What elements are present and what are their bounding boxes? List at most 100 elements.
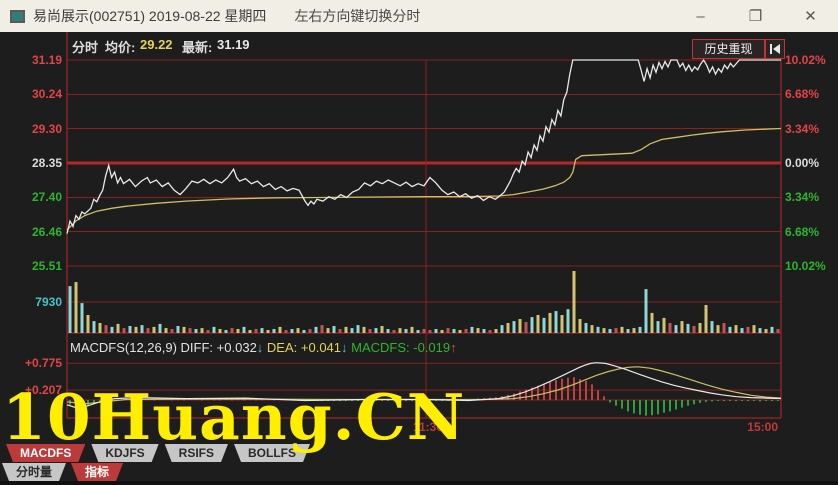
volume-bar: [422, 329, 426, 333]
macd-hist-bar: [621, 400, 623, 409]
volume-bar: [224, 330, 228, 333]
volume-bar: [236, 329, 240, 333]
volume-bar: [278, 326, 282, 333]
volume-bar: [554, 311, 558, 333]
tab-rsifs[interactable]: RSIFS: [165, 444, 228, 462]
macd-hist-bar: [507, 394, 509, 400]
macd-hist-bar: [753, 400, 755, 401]
volume-bar: [284, 330, 288, 333]
macd-arrow-icon: ↑: [450, 340, 457, 355]
volume-bar: [434, 329, 438, 333]
percent-axis-label: 10.02%: [785, 53, 826, 67]
percent-axis-label: 3.34%: [785, 190, 820, 205]
volume-bar: [428, 330, 432, 333]
tab-indicator-view[interactable]: 指标: [71, 463, 123, 481]
volume-bar: [722, 323, 726, 333]
macd-hist-bar: [597, 390, 599, 400]
volume-bar: [596, 326, 600, 333]
volume-bar: [440, 330, 444, 333]
bottom-strip: [0, 481, 838, 485]
volume-bar: [212, 326, 216, 333]
volume-bar: [332, 326, 336, 333]
macd-hist-bar: [381, 400, 383, 401]
macd-hist-bar: [201, 399, 203, 401]
macd-hist-bar: [585, 381, 587, 400]
volume-bar: [746, 326, 750, 333]
macd-hist-bar: [675, 400, 677, 410]
volume-axis-label: 7930: [35, 295, 62, 309]
volume-bar: [134, 326, 138, 333]
macd-hist-bar: [369, 400, 371, 401]
macd-hist-bar: [693, 400, 695, 405]
volume-bar: [320, 325, 324, 333]
macd-hist-bar: [699, 400, 701, 403]
volume-bar: [248, 330, 252, 333]
macd-label: MACDFS:: [351, 340, 410, 355]
chart-header: 分时 均价: 29.22 最新: 31.19 历史重现: [0, 32, 838, 59]
volume-bar: [122, 328, 126, 333]
volume-bar: [188, 328, 192, 333]
volume-bar: [770, 326, 774, 333]
macd-hist-bar: [411, 400, 413, 401]
volume-bar: [524, 322, 528, 333]
volume-bar: [530, 317, 534, 333]
volume-bar: [104, 325, 108, 333]
price-axis-label: 28.35: [31, 156, 62, 170]
volume-bar: [290, 329, 294, 333]
skip-to-start-icon: [770, 44, 780, 54]
volume-bar: [590, 325, 594, 333]
tab-bollfs[interactable]: BOLLFS: [234, 444, 310, 462]
macd-hist-bar: [513, 393, 515, 400]
macd-hist-bar: [591, 384, 593, 400]
price-axis-label: 26.46: [31, 224, 62, 239]
macd-hist-bar: [171, 399, 173, 401]
volume-bar: [272, 329, 276, 333]
volume-bar: [680, 321, 684, 333]
volume-bar: [410, 326, 414, 333]
macd-hist-bar: [405, 400, 407, 401]
volume-bar: [482, 329, 486, 333]
window-title-hint: 左右方向键切换分时: [294, 8, 421, 24]
macd-hist-bar: [75, 400, 77, 411]
volume-bar: [506, 323, 510, 333]
volume-bar: [548, 312, 552, 333]
volume-bar: [452, 329, 456, 333]
volume-bar: [614, 328, 618, 333]
tab-kdjfs[interactable]: KDJFS: [91, 444, 158, 462]
volume-bar: [68, 286, 72, 333]
volume-bar: [338, 329, 342, 333]
maximize-button[interactable]: ❐: [748, 8, 763, 25]
macd-hist-bar: [657, 400, 659, 415]
volume-bar: [314, 326, 318, 333]
volume-bar: [230, 328, 234, 333]
dea-label: DEA:: [266, 340, 298, 355]
volume-bar: [734, 325, 738, 333]
macd-hist-bar: [81, 400, 83, 409]
minimize-button[interactable]: –: [696, 7, 705, 25]
macd-hist-bar: [273, 399, 275, 401]
volume-bar: [74, 282, 78, 333]
volume-bar: [578, 319, 582, 333]
volume-bar: [764, 329, 768, 333]
volume-bar: [518, 319, 522, 333]
time-label-1130: 11:30: [412, 420, 444, 434]
time-label-1500: 15:00: [747, 420, 778, 434]
volume-bar: [398, 328, 402, 333]
view-tab-bar: 分时量 指标: [2, 463, 123, 481]
percent-axis-label: 6.68%: [785, 224, 820, 239]
macd-hist-bar: [573, 377, 575, 400]
volume-bar: [254, 329, 258, 333]
volume-bar: [86, 315, 90, 333]
history-replay-button[interactable]: 历史重现: [692, 39, 765, 59]
volume-bar: [542, 317, 546, 333]
close-button[interactable]: ✕: [804, 8, 817, 25]
macd-hist-bar: [525, 389, 527, 400]
volume-bar: [602, 328, 606, 333]
tab-volume-view[interactable]: 分时量: [2, 463, 66, 481]
volume-bar: [446, 328, 450, 333]
macd-hist-bar: [255, 399, 257, 401]
percent-axis-label: 3.34%: [785, 121, 820, 136]
volume-bar: [638, 326, 642, 333]
tab-macdfs[interactable]: MACDFS: [6, 444, 85, 462]
skip-to-start-button[interactable]: [765, 39, 785, 59]
